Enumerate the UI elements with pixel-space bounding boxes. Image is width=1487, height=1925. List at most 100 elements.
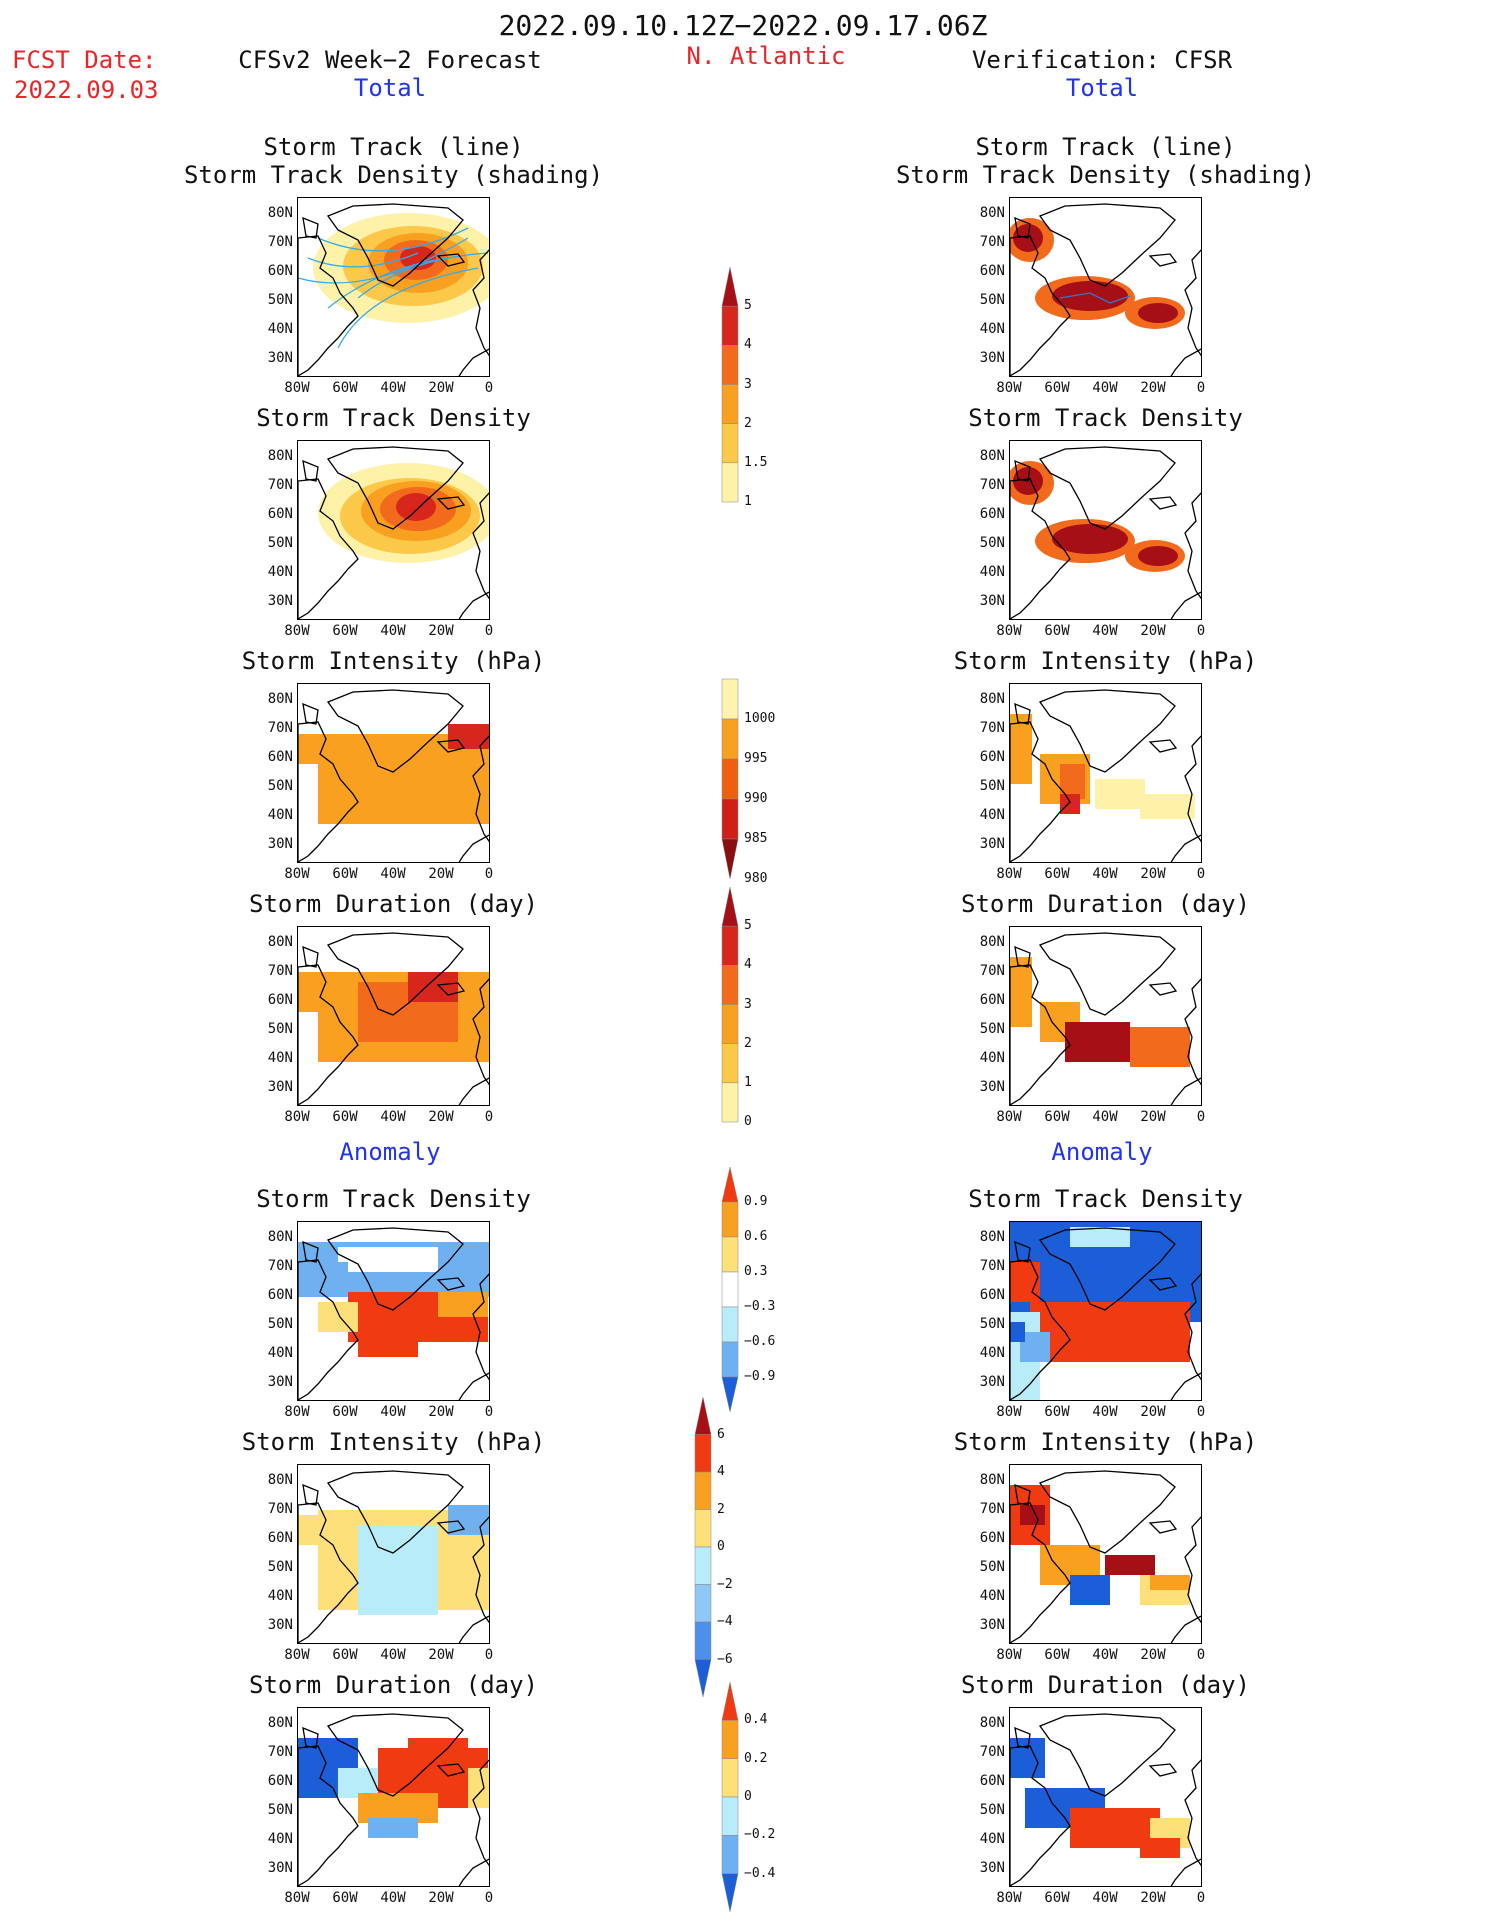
panel-title-right-3-0: Storm Duration (day) [961, 890, 1250, 918]
lat-tick-label: 50N [267, 1559, 293, 1575]
colorbar-label: 990 [744, 791, 768, 806]
north-america-coastline [1010, 478, 1071, 619]
colorbar-label: −0.4 [744, 1865, 776, 1881]
panel-title-right-1-0: Storm Track Density [968, 404, 1243, 432]
lon-tick-label: 40W [380, 623, 406, 639]
colorbar-label: 995 [744, 751, 768, 766]
lat-tick-label: 30N [267, 1617, 293, 1633]
lon-tick-label: 40W [1092, 380, 1118, 396]
colorbar-swatch [721, 1306, 739, 1343]
map-panel-right-5 [1009, 1464, 1202, 1644]
fcst-date-value: 2022.09.03 [14, 76, 159, 104]
baffin-coastline [1014, 216, 1031, 239]
lat-tick-label: 80N [267, 691, 293, 707]
panel-title-left-0-1: Storm Track Density (shading) [183, 161, 604, 189]
shading-region [1138, 546, 1178, 566]
lon-tick-label: 60W [332, 1647, 358, 1663]
colorbar-swatch [694, 1659, 712, 1698]
colorbar-swatch [721, 718, 739, 760]
lat-tick-label: 30N [979, 593, 1005, 609]
lat-tick-label: 80N [979, 1472, 1005, 1488]
storm-track-line [307, 252, 419, 268]
shading-cell [468, 1768, 489, 1808]
shading-cell [318, 1302, 358, 1332]
lon-tick-label: 40W [1092, 866, 1118, 882]
shading-cell [1010, 957, 1032, 1027]
lat-tick-label: 70N [979, 963, 1005, 979]
shading-cell [408, 972, 458, 1002]
lat-tick-label: 40N [267, 1050, 293, 1066]
colorbar-anom_intensity [694, 1396, 712, 1698]
shading-cell [1010, 714, 1032, 784]
iceland-coastline [436, 253, 466, 267]
colorbar-label: 1 [744, 494, 752, 509]
lat-tick-label: 60N [267, 992, 293, 1008]
colorbar-swatch [721, 1082, 739, 1123]
lat-tick-label: 40N [979, 321, 1005, 337]
lat-tick-label: 80N [979, 448, 1005, 464]
shading-cell [298, 1515, 323, 1545]
baffin-coastline [302, 459, 319, 482]
panel-title-left-1-0: Storm Track Density [256, 404, 531, 432]
map-panel-left-1 [297, 440, 490, 620]
colorbar-label: 2 [717, 1501, 725, 1517]
colorbar-label: 4 [744, 957, 752, 973]
europe-coastline [1184, 1759, 1201, 1867]
storm-track-line [357, 252, 489, 299]
shading-cell [1140, 1838, 1180, 1858]
africa-coastline [1170, 1858, 1201, 1886]
lon-tick-label: 80W [996, 1404, 1022, 1420]
lat-tick-label: 80N [267, 934, 293, 950]
lon-tick-label: 80W [284, 623, 310, 639]
date-range-title: 2022.09.10.12Z−2022.09.17.06Z [498, 9, 988, 42]
colorbar-swatch [721, 965, 739, 1005]
colorbar-label: 5 [744, 298, 752, 314]
shading-cell [1070, 1227, 1130, 1247]
shading-cell [1010, 1262, 1040, 1302]
baffin-coastline [1014, 1726, 1031, 1749]
africa-coastline [458, 1077, 489, 1105]
iceland-coastline [1148, 1520, 1178, 1534]
colorbar-swatch [721, 305, 739, 346]
map-panel-left-2 [297, 683, 490, 863]
map-panel-left-3 [297, 926, 490, 1106]
greenland-coastline [326, 203, 464, 287]
lat-tick-label: 50N [267, 778, 293, 794]
shading-region [1052, 524, 1128, 554]
colorbar-swatch [721, 462, 739, 503]
lon-tick-label: 0 [1196, 1890, 1206, 1906]
lon-tick-label: 40W [380, 1890, 406, 1906]
iceland-coastline [1148, 739, 1178, 753]
shading-cell [338, 1247, 438, 1272]
lon-tick-label: 60W [1044, 1890, 1070, 1906]
colorbar-label: −4 [717, 1614, 733, 1629]
lon-tick-label: 80W [996, 623, 1022, 639]
lat-tick-label: 60N [267, 1773, 293, 1789]
colorbar-swatch [721, 1043, 739, 1084]
shading-cell [1020, 1505, 1045, 1525]
lat-tick-label: 60N [979, 1530, 1005, 1546]
lon-tick-label: 20W [1140, 1890, 1166, 1906]
iceland-coastline [1148, 1763, 1178, 1777]
africa-coastline [1170, 1077, 1201, 1105]
lat-tick-label: 60N [267, 1287, 293, 1303]
lon-tick-label: 20W [1140, 1647, 1166, 1663]
colorbar-swatch [721, 1271, 739, 1308]
shading-cell [358, 1525, 438, 1615]
lat-tick-label: 70N [267, 477, 293, 493]
lon-tick-label: 20W [1140, 623, 1166, 639]
lon-tick-label: 80W [284, 866, 310, 882]
shading-cell [1030, 1302, 1190, 1362]
north-america-coastline [298, 1745, 359, 1886]
shading-cell [1060, 764, 1085, 799]
lon-tick-label: 0 [484, 1647, 494, 1663]
lat-tick-label: 50N [267, 292, 293, 308]
lon-tick-label: 80W [284, 1109, 310, 1125]
panel-title-right-5-0: Storm Intensity (hPa) [953, 1428, 1258, 1456]
lon-tick-label: 60W [332, 623, 358, 639]
colorbar-swatch [721, 384, 739, 424]
lat-tick-label: 30N [979, 1079, 1005, 1095]
europe-coastline [472, 1273, 489, 1381]
lon-tick-label: 60W [332, 866, 358, 882]
baffin-coastline [302, 216, 319, 239]
